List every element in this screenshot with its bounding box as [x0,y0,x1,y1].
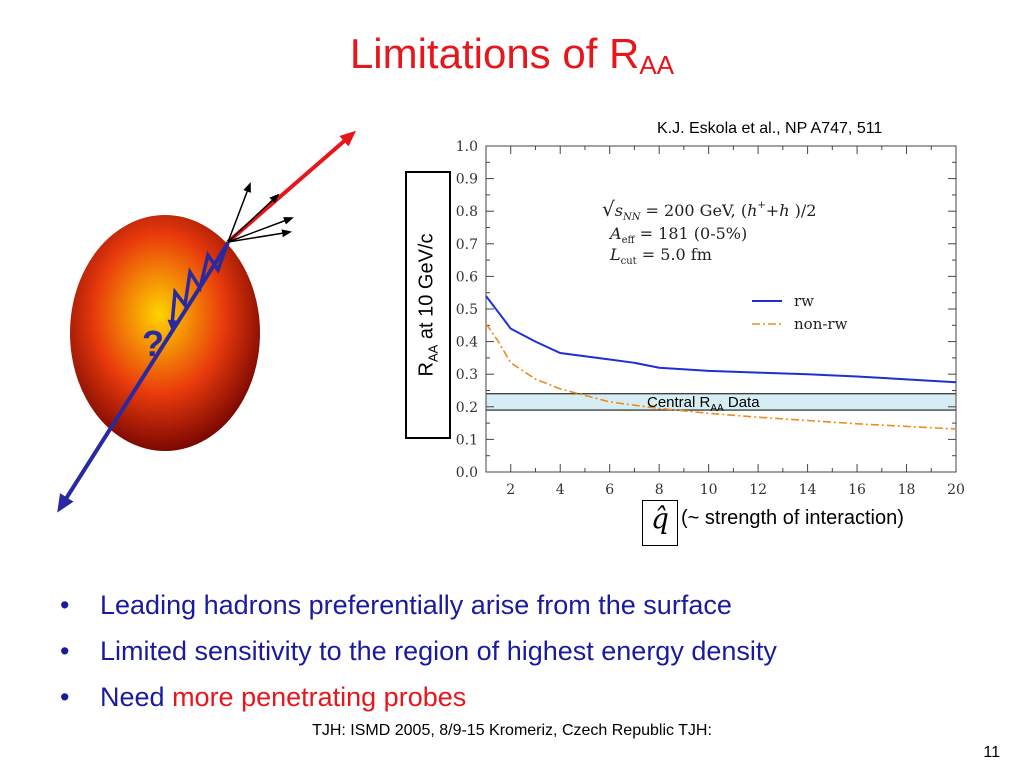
x-tick-label: 10 [700,482,718,498]
y-tick-label: 0.8 [456,204,478,220]
x-tick-label: 2 [506,482,515,498]
footer: TJH: ISMD 2005, 8/9-15 Kromeriz, Czech R… [312,722,712,739]
fragment-arrow-2 [227,193,280,243]
x-tick-label: 18 [898,482,916,498]
series-non-rw-line [485,323,957,430]
nucleus-diagram: ? [57,130,357,513]
citation: K.J. Eskola et al., NP A747, 511 [657,120,883,137]
annotation-line-1: √sNN = 200 GeV, (h++h )/2 [602,197,816,223]
ann1-b: NN [622,212,642,223]
ann3-b: cut [621,256,637,267]
ann2-a: A [608,224,622,243]
x-tick-label: 12 [749,482,767,498]
y-label-sub: AA [425,344,441,363]
y-label-rest: at 10 GeV/c [415,233,438,340]
x-tick-label: 8 [655,482,664,498]
title-main: Limitations of R [349,30,640,77]
annotation-line-3: Lcut = 5.0 fm [609,245,712,267]
legend: rw non-rw [752,292,848,333]
ann3-a: L [609,245,621,264]
ann1-h: )/2 [790,201,817,220]
x-tick-label: 20 [947,482,965,498]
ann2-b: eff [622,235,636,246]
band-label-a: Central R [647,394,711,411]
band-label: Central RAA Data [647,394,760,414]
y-axis-label-box [405,171,451,439]
qhat-symbol: q̂ [651,502,669,535]
y-tick-label: 0.0 [456,465,478,481]
y-tick-label: 0.9 [456,172,478,188]
bullet-text-1: Leading hadrons preferentially arise fro… [100,590,732,620]
ann1-g: h [779,201,789,220]
ann1-e: + [757,200,765,211]
ann1-d: h [747,201,757,220]
y-tick-label: 0.6 [456,269,478,285]
y-tick-label: 1.0 [456,139,478,155]
title-subscript: AA [639,50,675,80]
sqrt-sign: √ [602,197,615,221]
ann1-c: = 200 GeV, ( [640,201,747,220]
bullet-text-3: Need [100,682,173,712]
y-axis-label: RAA at 10 GeV/c [416,234,441,377]
bullet-dot: • [60,682,70,712]
series-rw-line [485,295,957,384]
y-tick-label: 0.4 [456,335,478,351]
series-layer [485,295,957,430]
leading-jet-arrow [226,130,357,244]
y-tick-label: 0.2 [456,400,478,416]
x-tick-label: 14 [799,482,817,498]
fragment-arrow-1 [227,182,251,243]
qhat-caption: (~ strength of interaction) [681,507,904,529]
band-label-sub: AA [710,403,724,414]
slide-title: Limitations of RAA [0,30,1024,80]
bullet-list: • Leading hadrons preferentially arise fr… [60,582,777,720]
raa-chart: 0.0 0.1 0.2 0.3 0.4 0.5 0.6 0.7 0.8 0.9 1.0 2 4 6 8 10 1… [456,139,965,498]
wiggle-path [167,241,230,330]
qhat-box [642,500,678,546]
bullet-highlight: more penetrating probes [172,682,467,712]
x-tick-label: 16 [848,482,866,498]
plot-frame [485,145,957,473]
y-label-main: R [415,362,438,377]
y-tick-label: 0.1 [456,432,478,448]
ann2-c: = 181 (0-5%) [635,224,748,243]
x-tick-label: 4 [556,482,565,498]
ann1-f: + [766,201,779,220]
ann1-a: s [615,201,623,220]
question-mark: ? [142,323,164,364]
fragment-arrow-4 [227,229,292,243]
legend-label-non-rw: non-rw [794,315,848,333]
page-number: 11 [983,744,1000,761]
legend-label-rw: rw [794,292,814,310]
bullet-item-2: • Limited sensitivity to the region of hi… [60,628,777,674]
tick-layer: 0.0 0.1 0.2 0.3 0.4 0.5 0.6 0.7 0.8 0.9 1.0 2 4 6 8 10 1… [456,139,965,498]
bullet-item-3: • Need more penetrating probes [60,674,777,720]
y-tick-label: 0.5 [456,302,478,318]
y-tick-label: 0.7 [456,237,478,253]
fragment-arrow-3 [227,217,294,243]
annotation-line-2: Aeff = 181 (0-5%) [608,224,747,246]
nucleus [70,215,260,451]
bullet-dot: • [60,590,70,620]
x-tick-label: 6 [605,482,614,498]
y-tick-label: 0.3 [456,367,478,383]
bullet-text-2: Limited sensitivity to the region of hig… [100,636,777,666]
bullet-item-1: • Leading hadrons preferentially arise fr… [60,582,777,628]
bullet-dot: • [60,636,70,666]
ann3-c: = 5.0 fm [637,245,712,264]
band-label-b: Data [724,394,761,411]
